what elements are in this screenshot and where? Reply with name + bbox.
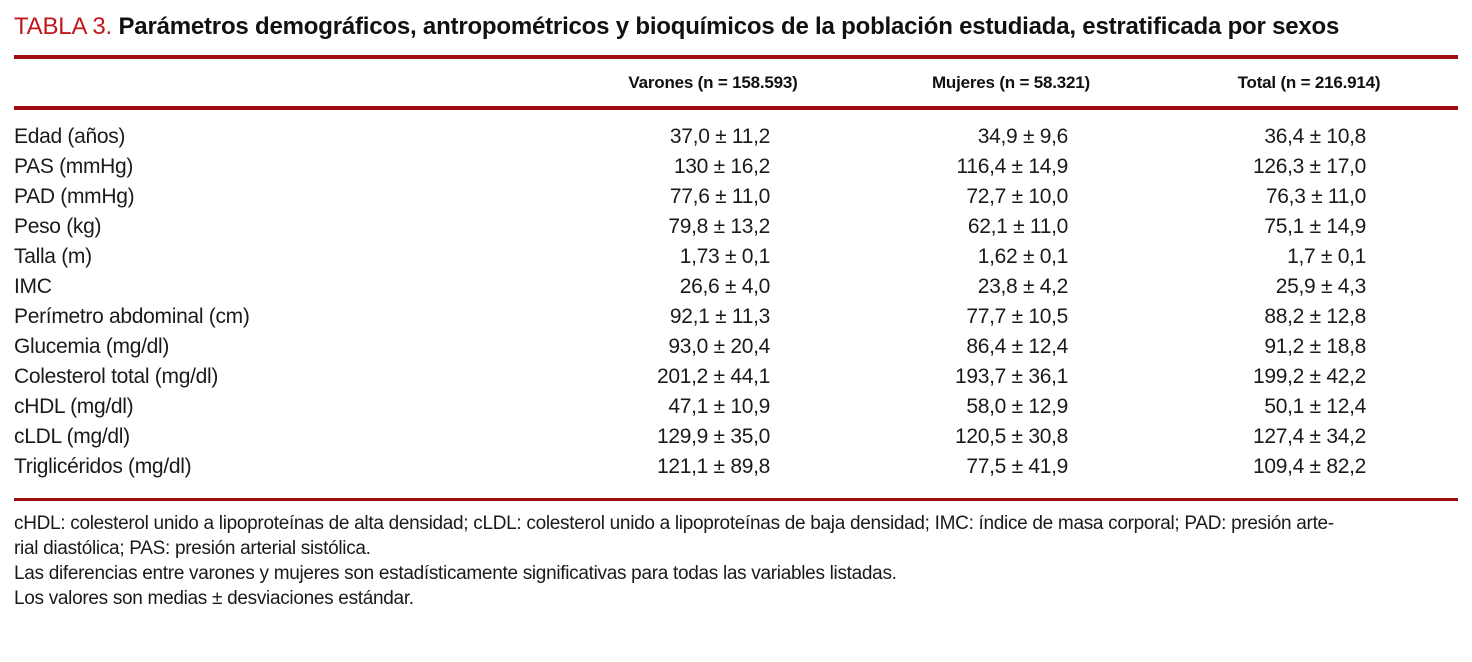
row-label: Peso (kg) bbox=[14, 215, 102, 238]
row-label: Talla (m) bbox=[14, 245, 92, 268]
cell-varones: 130 ± 16,2 bbox=[673, 155, 770, 178]
cell-mujeres: 116,4 ± 14,9 bbox=[956, 155, 1069, 178]
row-label: Triglicéridos (mg/dl) bbox=[14, 455, 192, 478]
cell-total: 1,7 ± 0,1 bbox=[1287, 245, 1366, 268]
row-label: cHDL (mg/dl) bbox=[14, 395, 134, 418]
cell-mujeres: 34,9 ± 9,6 bbox=[977, 125, 1069, 148]
header-mujeres: Mujeres (n = 58.321) bbox=[862, 59, 1160, 110]
cell-varones: 47,1 ± 10,9 bbox=[668, 395, 770, 418]
cell-varones: 201,2 ± 44,1 bbox=[656, 365, 770, 388]
cell-total: 36,4 ± 10,8 bbox=[1264, 125, 1366, 148]
cell-varones: 129,9 ± 35,0 bbox=[656, 425, 770, 448]
footnote-line: Los valores son medias ± desviaciones es… bbox=[14, 588, 414, 609]
header-total: Total (n = 216.914) bbox=[1160, 59, 1458, 110]
table-row: Peso (kg) 79,8 ± 13,2 62,1 ± 11,0 75,1 ±… bbox=[14, 212, 1458, 242]
cell-total: 91,2 ± 18,8 bbox=[1264, 335, 1366, 358]
table-row: PAS (mmHg) 130 ± 16,2 116,4 ± 14,9 126,3… bbox=[14, 152, 1458, 182]
table-header: Varones (n = 158.593) Mujeres (n = 58.32… bbox=[14, 59, 1458, 110]
cell-total: 25,9 ± 4,3 bbox=[1275, 275, 1367, 298]
cell-varones: 26,6 ± 4,0 bbox=[679, 275, 771, 298]
cell-mujeres: 62,1 ± 11,0 bbox=[967, 215, 1068, 238]
cell-varones: 37,0 ± 11,2 bbox=[669, 125, 770, 148]
footnote-line: cHDL: colesterol unido a lipoproteínas d… bbox=[14, 513, 1334, 534]
footnote-line: Las diferencias entre varones y mujeres … bbox=[14, 563, 897, 584]
cell-total: 126,3 ± 17,0 bbox=[1252, 155, 1366, 178]
header-empty-cell bbox=[14, 59, 564, 110]
cell-total: 76,3 ± 11,0 bbox=[1265, 185, 1366, 208]
cell-mujeres: 72,7 ± 10,0 bbox=[966, 185, 1068, 208]
table-row: Triglicéridos (mg/dl) 121,1 ± 89,8 77,5 … bbox=[14, 452, 1458, 482]
table-title: TABLA 3. Parámetros demográficos, antrop… bbox=[14, 10, 1458, 43]
table-body: Edad (años) 37,0 ± 11,2 34,9 ± 9,6 36,4 … bbox=[14, 108, 1458, 482]
table-row: Edad (años) 37,0 ± 11,2 34,9 ± 9,6 36,4 … bbox=[14, 108, 1458, 152]
row-label: PAD (mmHg) bbox=[14, 185, 135, 208]
cell-total: 75,1 ± 14,9 bbox=[1264, 215, 1366, 238]
cell-varones: 121,1 ± 89,8 bbox=[656, 455, 770, 478]
cell-varones: 79,8 ± 13,2 bbox=[668, 215, 770, 238]
table-footnotes: cHDL: colesterol unido a lipoproteínas d… bbox=[14, 511, 1458, 611]
row-label: PAS (mmHg) bbox=[14, 155, 134, 178]
paper-table-page: TABLA 3. Parámetros demográficos, antrop… bbox=[14, 10, 1458, 611]
cell-varones: 93,0 ± 20,4 bbox=[668, 335, 770, 358]
header-row: Varones (n = 158.593) Mujeres (n = 58.32… bbox=[14, 59, 1458, 110]
cell-mujeres: 193,7 ± 36,1 bbox=[954, 365, 1068, 388]
table-number-label: TABLA 3. bbox=[14, 13, 113, 40]
cell-total: 199,2 ± 42,2 bbox=[1252, 365, 1366, 388]
cell-total: 50,1 ± 12,4 bbox=[1264, 395, 1366, 418]
row-label: Glucemia (mg/dl) bbox=[14, 335, 170, 358]
table-row: Talla (m) 1,73 ± 0,1 1,62 ± 0,1 1,7 ± 0,… bbox=[14, 242, 1458, 272]
cell-varones: 1,73 ± 0,1 bbox=[679, 245, 771, 268]
table-row: IMC 26,6 ± 4,0 23,8 ± 4,2 25,9 ± 4,3 bbox=[14, 272, 1458, 302]
row-label: cLDL (mg/dl) bbox=[14, 425, 130, 448]
cell-mujeres: 77,5 ± 41,9 bbox=[966, 455, 1068, 478]
table-title-text: Parámetros demográficos, antropométricos… bbox=[118, 13, 1340, 40]
footnote-line: rial diastólica; PAS: presión arterial s… bbox=[14, 538, 371, 559]
cell-mujeres: 86,4 ± 12,4 bbox=[966, 335, 1068, 358]
cell-total: 88,2 ± 12,8 bbox=[1264, 305, 1366, 328]
bottom-rule bbox=[14, 498, 1458, 501]
header-varones: Varones (n = 158.593) bbox=[564, 59, 862, 110]
cell-mujeres: 58,0 ± 12,9 bbox=[966, 395, 1068, 418]
table-row: Colesterol total (mg/dl) 201,2 ± 44,1 19… bbox=[14, 362, 1458, 392]
cell-mujeres: 77,7 ± 10,5 bbox=[966, 305, 1068, 328]
row-label: IMC bbox=[14, 275, 52, 298]
cell-varones: 92,1 ± 11,3 bbox=[669, 305, 770, 328]
cell-mujeres: 23,8 ± 4,2 bbox=[977, 275, 1069, 298]
row-label: Edad (años) bbox=[14, 125, 126, 148]
table-row: Glucemia (mg/dl) 93,0 ± 20,4 86,4 ± 12,4… bbox=[14, 332, 1458, 362]
cell-mujeres: 120,5 ± 30,8 bbox=[954, 425, 1068, 448]
cell-total: 127,4 ± 34,2 bbox=[1252, 425, 1366, 448]
table-row: cLDL (mg/dl) 129,9 ± 35,0 120,5 ± 30,8 1… bbox=[14, 422, 1458, 452]
data-table: Varones (n = 158.593) Mujeres (n = 58.32… bbox=[14, 59, 1458, 482]
cell-varones: 77,6 ± 11,0 bbox=[669, 185, 770, 208]
row-label: Colesterol total (mg/dl) bbox=[14, 365, 219, 388]
row-label: Perímetro abdominal (cm) bbox=[14, 305, 250, 328]
table-row: Perímetro abdominal (cm) 92,1 ± 11,3 77,… bbox=[14, 302, 1458, 332]
top-rule bbox=[14, 55, 1458, 59]
cell-mujeres: 1,62 ± 0,1 bbox=[977, 245, 1069, 268]
table-row: PAD (mmHg) 77,6 ± 11,0 72,7 ± 10,0 76,3 … bbox=[14, 182, 1458, 212]
table-row: cHDL (mg/dl) 47,1 ± 10,9 58,0 ± 12,9 50,… bbox=[14, 392, 1458, 422]
cell-total: 109,4 ± 82,2 bbox=[1252, 455, 1366, 478]
